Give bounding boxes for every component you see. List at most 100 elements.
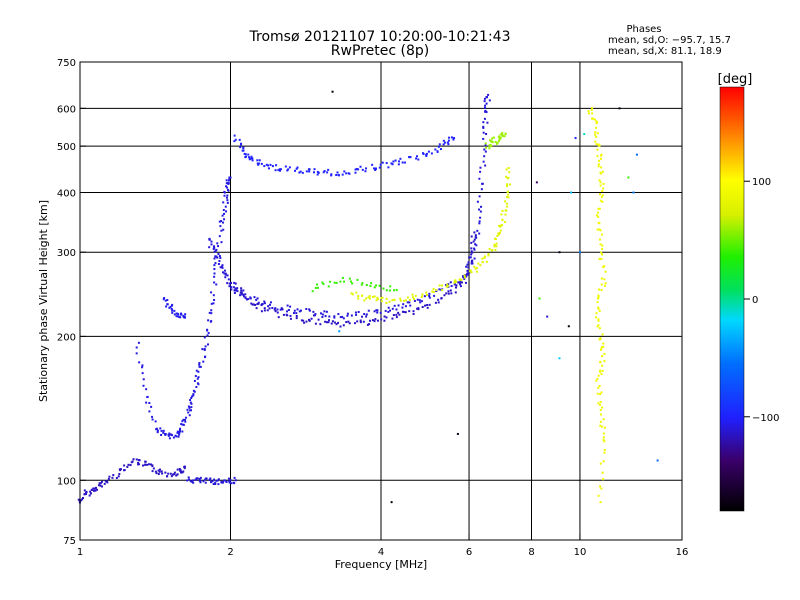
data-point [604, 282, 607, 285]
data-point [397, 311, 400, 314]
data-point [441, 284, 444, 287]
data-point [600, 289, 603, 292]
data-point [490, 140, 493, 143]
data-point [288, 166, 291, 169]
data-point [483, 155, 486, 158]
data-point [475, 236, 478, 239]
data-point [363, 299, 366, 302]
data-point [437, 145, 440, 148]
data-point [596, 297, 599, 300]
data-point [479, 166, 482, 169]
data-point [359, 319, 362, 322]
data-point [394, 159, 397, 162]
data-point [85, 492, 88, 495]
data-point [469, 256, 472, 259]
data-point [488, 99, 491, 102]
data-point [233, 281, 236, 284]
data-point [401, 161, 404, 164]
data-point [348, 172, 351, 175]
data-point [599, 360, 602, 363]
data-point [598, 309, 601, 312]
data-point [247, 153, 250, 156]
data-point [286, 314, 289, 317]
data-point [375, 299, 378, 302]
data-point [155, 428, 158, 431]
data-point [600, 233, 603, 236]
data-point [175, 315, 178, 318]
data-point [222, 481, 225, 484]
data-point [473, 257, 476, 260]
data-point [266, 164, 269, 167]
data-point [147, 463, 150, 466]
data-point [244, 293, 247, 296]
data-point [599, 370, 602, 373]
data-point [433, 294, 436, 297]
data-point [390, 162, 393, 165]
data-point [599, 199, 602, 202]
data-point [469, 269, 472, 272]
data-point [183, 467, 186, 470]
data-point [135, 346, 138, 349]
data-point [159, 427, 162, 430]
data-point [196, 377, 199, 380]
data-point [182, 314, 185, 317]
data-point [365, 283, 368, 286]
data-point [197, 383, 200, 386]
data-point [393, 289, 396, 292]
data-point [308, 319, 311, 322]
data-point [267, 167, 270, 170]
data-point [207, 343, 210, 346]
stats-line-o: mean, sd,O: −95.7, 15.7 [608, 35, 731, 46]
data-point [258, 159, 261, 162]
data-point [232, 286, 235, 289]
data-point [158, 470, 161, 473]
data-point [483, 148, 486, 151]
data-point [211, 480, 214, 483]
data-point [218, 259, 221, 262]
data-point [256, 297, 259, 300]
data-point [484, 144, 487, 147]
data-point [223, 212, 226, 215]
data-point [146, 395, 149, 398]
data-point [321, 315, 324, 318]
data-point [316, 173, 319, 176]
data-point [603, 352, 606, 355]
data-point [77, 498, 80, 501]
data-point [347, 320, 350, 323]
data-point [505, 209, 508, 212]
data-point [189, 480, 192, 483]
data-point [393, 298, 396, 301]
data-point [421, 305, 424, 308]
data-point [167, 472, 170, 475]
data-point [603, 426, 606, 429]
data-point [601, 406, 604, 409]
data-point [176, 468, 179, 471]
data-point [292, 312, 295, 315]
data-point [321, 313, 324, 316]
data-point [558, 251, 561, 254]
data-point [100, 480, 103, 483]
x-tick-label: 6 [466, 547, 472, 558]
data-point [299, 170, 302, 173]
data-point [595, 312, 598, 315]
data-point [271, 306, 274, 309]
colorbar-tick-label: 0 [752, 295, 758, 306]
y-tick-label: 75 [63, 536, 76, 547]
data-point [368, 297, 371, 300]
data-point [212, 302, 215, 305]
data-point [466, 272, 469, 275]
data-point [597, 143, 600, 146]
data-point [244, 156, 247, 159]
data-point [432, 290, 435, 293]
data-point [250, 302, 253, 305]
data-point [601, 200, 604, 203]
data-point [289, 314, 292, 317]
data-point [587, 110, 590, 113]
data-point [483, 117, 486, 120]
data-point [354, 171, 357, 174]
data-point [598, 144, 601, 147]
data-point [336, 171, 339, 174]
data-point [189, 401, 192, 404]
data-point [505, 168, 508, 171]
data-point [599, 393, 602, 396]
